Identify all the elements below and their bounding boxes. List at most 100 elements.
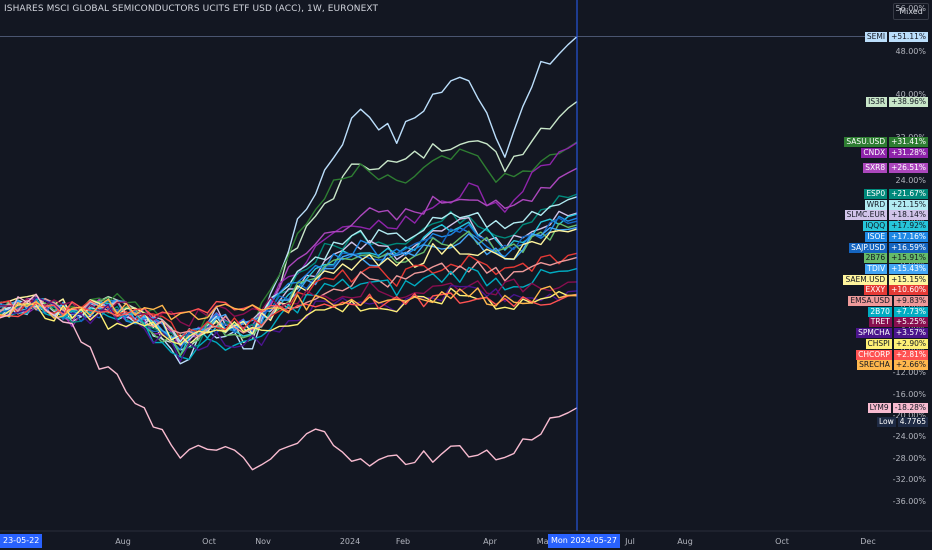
series-label-srecha[interactable]: SRECHA +2.66% bbox=[857, 360, 928, 371]
series-label-lym9[interactable]: LYM9 -18.28% bbox=[867, 402, 928, 413]
series-line-chcorp[interactable] bbox=[0, 292, 578, 318]
series-name-tag: IQQQ bbox=[863, 221, 888, 232]
series-label-tdiv[interactable]: TDIV +15.43% bbox=[865, 263, 928, 274]
series-label-chcorp[interactable]: CHCORP +2.81% bbox=[856, 349, 928, 360]
series-value-tag: +2.66% bbox=[893, 360, 928, 371]
x-start-date-badge: 23-05-22 bbox=[0, 534, 43, 548]
x-tick-label: Aug bbox=[115, 537, 131, 546]
series-name-tag: 2B70 bbox=[868, 306, 892, 317]
series-name-tag: SRECHA bbox=[857, 360, 892, 371]
series-line-2b76[interactable] bbox=[0, 222, 578, 357]
series-label-spmcha[interactable]: SPMCHA +3.57% bbox=[856, 328, 928, 339]
series-name-tag: SEMI bbox=[864, 31, 888, 42]
series-label-2b76[interactable]: 2B76 +15.91% bbox=[863, 253, 928, 264]
y-tick-label: 24.00% bbox=[895, 175, 926, 185]
series-value-tag: +15.91% bbox=[889, 253, 928, 264]
y-tick-label: -12.00% bbox=[892, 368, 926, 378]
scale-mode-button[interactable]: Mixed bbox=[893, 3, 929, 20]
series-name-tag: SAJP.USD bbox=[849, 242, 888, 253]
series-line-srecha[interactable] bbox=[0, 285, 578, 321]
series-line-lym9[interactable] bbox=[0, 293, 578, 471]
series-label-exxy[interactable]: EXXY +10.60% bbox=[863, 285, 928, 296]
y-tick-label: -28.00% bbox=[892, 453, 926, 463]
series-line-emsa-usd[interactable] bbox=[0, 256, 578, 337]
series-value-tag: +10.60% bbox=[889, 285, 928, 296]
x-tick-label: Apr bbox=[483, 537, 497, 546]
series-label-sxr8[interactable]: SXR8 +26.51% bbox=[863, 163, 928, 174]
series-line-sasu-usd[interactable] bbox=[0, 141, 578, 342]
series-label-sajp-usd[interactable]: SAJP.USD +16.59% bbox=[849, 242, 928, 253]
series-value-tag: +38.96% bbox=[889, 96, 928, 107]
series-label-iqqq[interactable]: IQQQ +17.92% bbox=[863, 221, 928, 232]
series-value-tag: +7.73% bbox=[893, 306, 928, 317]
x-tick-label: Oct bbox=[202, 537, 216, 546]
x-tick-label: Aug bbox=[677, 537, 693, 546]
series-name-tag: WRD bbox=[864, 199, 888, 210]
series-name-tag: CHSPI bbox=[865, 338, 892, 349]
series-value-tag: +18.14% bbox=[889, 210, 928, 221]
series-name-tag: 2B76 bbox=[863, 253, 888, 264]
y-tick-label: -20.00% bbox=[892, 411, 926, 420]
x-tick-label: Feb bbox=[395, 537, 411, 546]
series-value-tag: +51.11% bbox=[889, 31, 928, 42]
series-value-tag: +16.59% bbox=[889, 242, 928, 253]
series-line-chspi[interactable] bbox=[0, 287, 578, 345]
low-value-label: Low 4.7765 bbox=[876, 416, 928, 427]
series-label-sasu-usd[interactable]: SASU.USD +31.41% bbox=[844, 136, 928, 147]
x-tick-label: Dec bbox=[860, 537, 876, 546]
y-tick-label: -36.00% bbox=[892, 496, 926, 506]
series-line-tdiv[interactable] bbox=[0, 226, 578, 339]
series-label-2b70[interactable]: 2B70 +7.73% bbox=[868, 306, 928, 317]
series-name-tag: EXXY bbox=[863, 285, 888, 296]
series-name-tag: CHCORP bbox=[856, 349, 892, 360]
series-value-tag: +26.51% bbox=[889, 163, 928, 174]
y-tick-label: 40.00% bbox=[895, 90, 926, 99]
series-line-spmcha[interactable] bbox=[0, 284, 578, 362]
series-value-tag: +15.15% bbox=[889, 274, 928, 285]
series-label-slmc-eur[interactable]: SLMC.EUR +18.14% bbox=[844, 210, 928, 221]
series-name-tag: SAEM.USD bbox=[843, 274, 888, 285]
series-label-saem-usd[interactable]: SAEM.USD +15.15% bbox=[843, 274, 928, 285]
series-value-tag: +2.81% bbox=[893, 349, 928, 360]
series-value-tag: +2.90% bbox=[893, 338, 928, 349]
series-lines bbox=[0, 36, 578, 471]
series-label-wrd[interactable]: WRD +21.15% bbox=[864, 199, 928, 210]
series-label-semi[interactable]: SEMI +51.11% bbox=[864, 31, 928, 42]
series-name-tag: TDIV bbox=[865, 263, 888, 274]
series-line-slmc-eur[interactable] bbox=[0, 210, 578, 346]
y-tick-label: 56.00% bbox=[895, 4, 926, 14]
series-label-tret[interactable]: TRET +5.25% bbox=[868, 317, 928, 328]
series-label-is3r[interactable]: IS3R +38.96% bbox=[866, 96, 928, 107]
x-tick-label: Nov bbox=[255, 537, 271, 546]
series-value-tag: +21.67% bbox=[889, 189, 928, 200]
series-name-tag: TRET bbox=[868, 317, 892, 328]
series-value-tag: -18.28% bbox=[892, 402, 928, 413]
series-value-tag: +17.16% bbox=[889, 231, 928, 242]
x-tick-label: Jul bbox=[625, 537, 635, 546]
series-name-tag: SPMCHA bbox=[856, 328, 892, 339]
x-cursor-date-badge: Mon 2024-05-27 bbox=[548, 534, 620, 548]
y-tick-label: -32.00% bbox=[892, 475, 926, 485]
series-label-esp0[interactable]: ESP0 +21.67% bbox=[864, 189, 928, 200]
series-name-tag: IS3R bbox=[866, 96, 888, 107]
series-label-isoe[interactable]: ISOE +17.16% bbox=[865, 231, 928, 242]
series-value-tag: +5.25% bbox=[893, 317, 928, 328]
series-name-tag: SASU.USD bbox=[844, 136, 888, 147]
series-label-emsa-usd[interactable]: EMSA.USD +9.83% bbox=[848, 296, 928, 307]
low-name-tag: Low bbox=[876, 416, 896, 427]
y-tick-label: -24.00% bbox=[892, 432, 926, 442]
chart-title: ISHARES MSCI GLOBAL SEMICONDUCTORS UCITS… bbox=[4, 4, 379, 14]
series-label-chspi[interactable]: CHSPI +2.90% bbox=[865, 338, 928, 349]
series-value-tag: +31.28% bbox=[889, 147, 928, 158]
series-name-tag: LYM9 bbox=[867, 402, 891, 413]
series-name-tag: CNDX bbox=[861, 147, 888, 158]
low-value-tag: 4.7765 bbox=[897, 416, 928, 427]
series-value-tag: +9.83% bbox=[893, 296, 928, 307]
series-value-tag: +31.41% bbox=[889, 136, 928, 147]
series-label-cndx[interactable]: CNDX +31.28% bbox=[861, 147, 928, 158]
series-name-tag: SXR8 bbox=[863, 163, 888, 174]
x-tick-label: Oct bbox=[775, 537, 789, 546]
series-value-tag: +3.57% bbox=[893, 328, 928, 339]
